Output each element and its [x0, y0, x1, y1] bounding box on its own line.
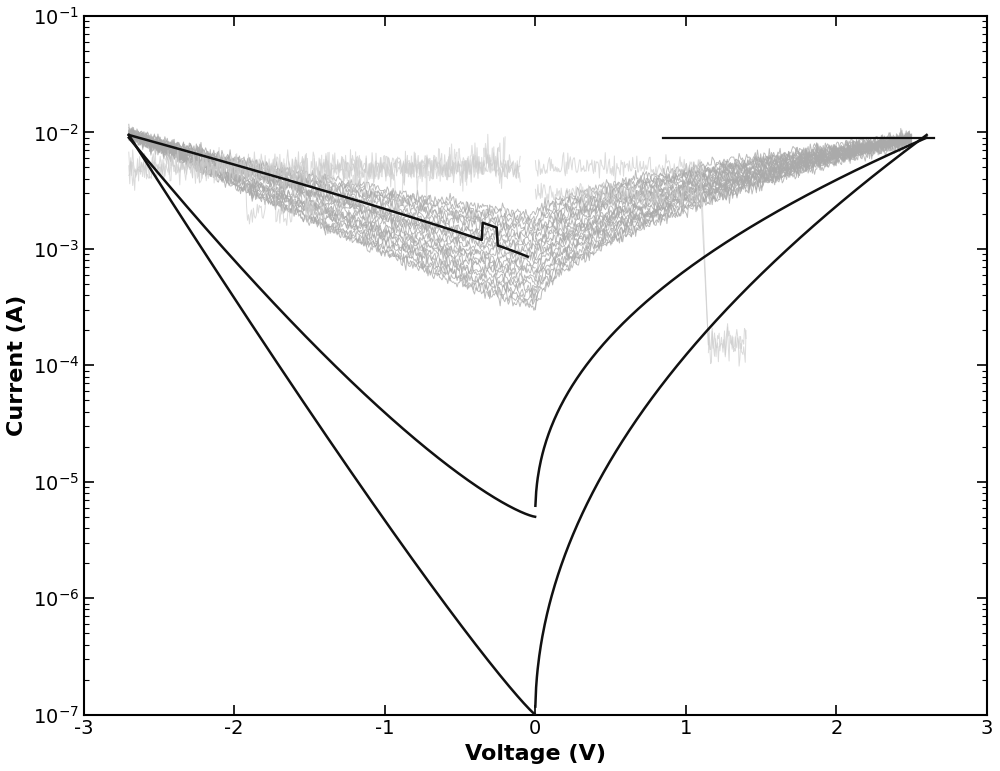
X-axis label: Voltage (V): Voltage (V)	[465, 744, 606, 764]
Y-axis label: Current (A): Current (A)	[7, 295, 27, 436]
